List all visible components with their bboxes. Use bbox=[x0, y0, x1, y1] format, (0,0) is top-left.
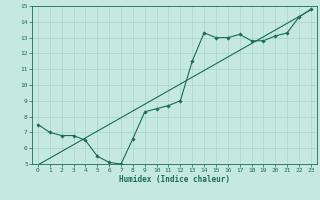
X-axis label: Humidex (Indice chaleur): Humidex (Indice chaleur) bbox=[119, 175, 230, 184]
